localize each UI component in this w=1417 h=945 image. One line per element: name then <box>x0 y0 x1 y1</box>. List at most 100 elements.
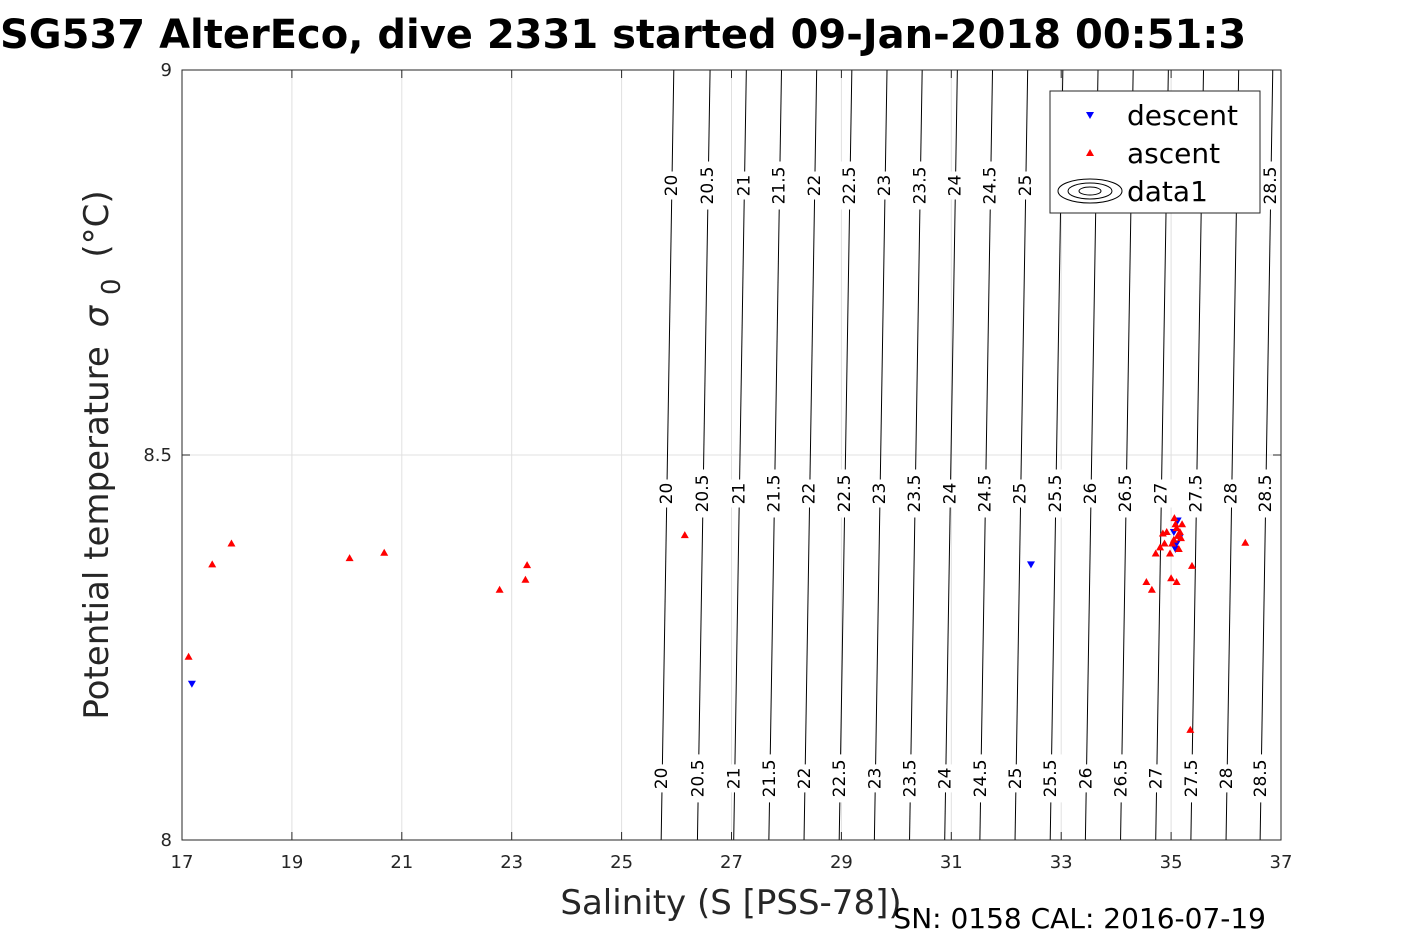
legend: descent ascent data1 <box>1049 90 1261 214</box>
y-axis-label: Potential temperature σ 0 (°C) <box>77 190 129 719</box>
contour-label-23.5-2: 23.5 <box>910 167 930 205</box>
contour-label-bg-24-1 <box>939 479 962 508</box>
contour-label-24-2: 24 <box>945 175 965 197</box>
contour-label-22-2: 22 <box>805 175 825 197</box>
contour-label-20-0: 20 <box>652 768 672 790</box>
contour-label-20.5-0: 20.5 <box>688 759 708 797</box>
contour-label-21.5-0: 21.5 <box>760 759 780 797</box>
contour-label-bg-25-0 <box>1005 764 1028 793</box>
ascent-point-2 <box>227 539 236 547</box>
legend-label-ascent: ascent <box>1127 137 1220 170</box>
ascent-point-8 <box>680 531 689 539</box>
contour-label-24.5-1: 24.5 <box>976 475 996 513</box>
contour-label-21-0: 21 <box>725 768 745 790</box>
y-tick-label-8.5: 8.5 <box>143 445 172 466</box>
ascent-point-5 <box>495 585 504 593</box>
contour-label-23-0: 23 <box>865 768 885 790</box>
contour-label-24.5-0: 24.5 <box>971 759 991 797</box>
contour-label-bg-24.5-1 <box>974 469 997 518</box>
ascent-point-28 <box>1187 561 1196 569</box>
x-tick-label-37: 37 <box>1270 852 1293 873</box>
contour-label-bg-21.5-1 <box>763 469 786 518</box>
contour-label-bg-25.5-1 <box>1044 469 1067 518</box>
x-tick-label-29: 29 <box>830 852 853 873</box>
ascent-point-26 <box>1172 578 1181 586</box>
contour-label-bg-22.5-0 <box>829 754 852 803</box>
ascent-point-22 <box>1174 544 1183 552</box>
y-tick-label-9: 9 <box>161 60 172 81</box>
legend-contour-ring-0 <box>1057 178 1123 204</box>
contour-label-bg-23-2 <box>874 171 897 200</box>
axes: 17 19 21 23 25 27 29 31 33 35 37 8 8.5 9 <box>143 60 1292 873</box>
contour-label-bg-20-2 <box>660 171 683 200</box>
contour-label-27-0: 27 <box>1147 768 1167 790</box>
contour-label-25.5-1: 25.5 <box>1046 475 1066 513</box>
contour-label-bg-20.5-1 <box>692 469 715 518</box>
contour-label-bg-26-1 <box>1080 479 1103 508</box>
descent-point-1 <box>1026 561 1035 569</box>
ascent-point-3 <box>345 554 354 562</box>
ascent-point-9 <box>1142 578 1151 586</box>
contour-label-28-1: 28 <box>1222 483 1242 505</box>
ascent-point-6 <box>521 575 530 583</box>
contour-label-bg-22.5-1 <box>833 469 856 518</box>
legend-contour-ring-2 <box>1078 186 1102 196</box>
y-axis-label-sub: 0 <box>97 278 127 295</box>
contour-label-bg-23.5-0 <box>899 754 922 803</box>
contour-label-22.5-1: 22.5 <box>835 475 855 513</box>
contour-label-21.5-1: 21.5 <box>765 475 785 513</box>
contour-label-25.5-0: 25.5 <box>1041 759 1061 797</box>
contour-label-bg-22-1 <box>798 479 821 508</box>
ascent-point-16 <box>1166 549 1175 557</box>
ascent-point-19 <box>1171 520 1180 528</box>
contour-label-20-1: 20 <box>657 483 677 505</box>
contour-label-21-1: 21 <box>729 483 749 505</box>
footer-serial-calibration: SN: 0158 CAL: 2016-07-19 <box>893 902 1266 935</box>
contour-label-bg-26.5-1 <box>1115 469 1138 518</box>
contour-label-bg-23.5-1 <box>904 469 927 518</box>
contour-label-bg-21-2 <box>733 171 756 200</box>
contour-label-25-0: 25 <box>1006 768 1026 790</box>
contour-label-bg-21.5-0 <box>758 754 781 803</box>
ascent-point-31 <box>1178 520 1187 528</box>
contour-label-22.5-0: 22.5 <box>830 759 850 797</box>
legend-contour-ring-1 <box>1067 182 1113 200</box>
contour-label-bg-24.5-2 <box>979 161 1002 210</box>
legend-marker-ascent <box>1086 149 1094 156</box>
contour-label-bg-22-2 <box>803 171 826 200</box>
y-axis-label-unit: (°C) <box>77 190 117 257</box>
contour-label-bg-27-0 <box>1145 764 1168 793</box>
x-axis-label: Salinity (S [PSS-78]) <box>560 883 901 923</box>
contour-label-bg-20-1 <box>655 479 678 508</box>
contour-label-22.5-2: 22.5 <box>840 167 860 205</box>
contour-label-bg-28.5-1 <box>1254 469 1277 518</box>
contour-label-bg-28.5-2 <box>1259 161 1282 210</box>
contour-label-24-1: 24 <box>940 483 960 505</box>
contour-label-27-1: 27 <box>1151 483 1171 505</box>
contour-label-bg-22.5-2 <box>838 161 861 210</box>
y-axis-label-sym: σ <box>77 304 117 327</box>
x-tick-label-27: 27 <box>720 852 743 873</box>
contour-label-21-2: 21 <box>734 175 754 197</box>
contour-label-bg-23.5-2 <box>909 161 932 210</box>
legend-box <box>1049 90 1261 214</box>
contour-label-bg-27.5-0 <box>1180 754 1203 803</box>
contour-label-bg-20-0 <box>651 764 674 793</box>
ascent-point-15 <box>1162 528 1171 535</box>
ascent-point-11 <box>1151 549 1160 557</box>
ascent-point-27 <box>1186 725 1195 733</box>
contour-label-28.5-1: 28.5 <box>1256 475 1276 513</box>
contour-label-28-0: 28 <box>1217 768 1237 790</box>
ascent-point-24 <box>1176 534 1185 542</box>
x-tick-label-17: 17 <box>171 852 194 873</box>
contour-label-bg-26-0 <box>1075 764 1098 793</box>
ascent-point-14 <box>1160 539 1169 547</box>
legend-marker-descent <box>1086 112 1094 119</box>
contour-label-bg-28-0 <box>1216 764 1239 793</box>
contour-label-26.5-1: 26.5 <box>1116 475 1136 513</box>
contour-label-23.5-1: 23.5 <box>905 475 925 513</box>
contour-label-bg-22-0 <box>794 764 817 793</box>
contour-label-28.5-2: 28.5 <box>1261 167 1281 205</box>
contour-label-20-2: 20 <box>662 175 682 197</box>
ascent-point-0 <box>184 652 193 660</box>
